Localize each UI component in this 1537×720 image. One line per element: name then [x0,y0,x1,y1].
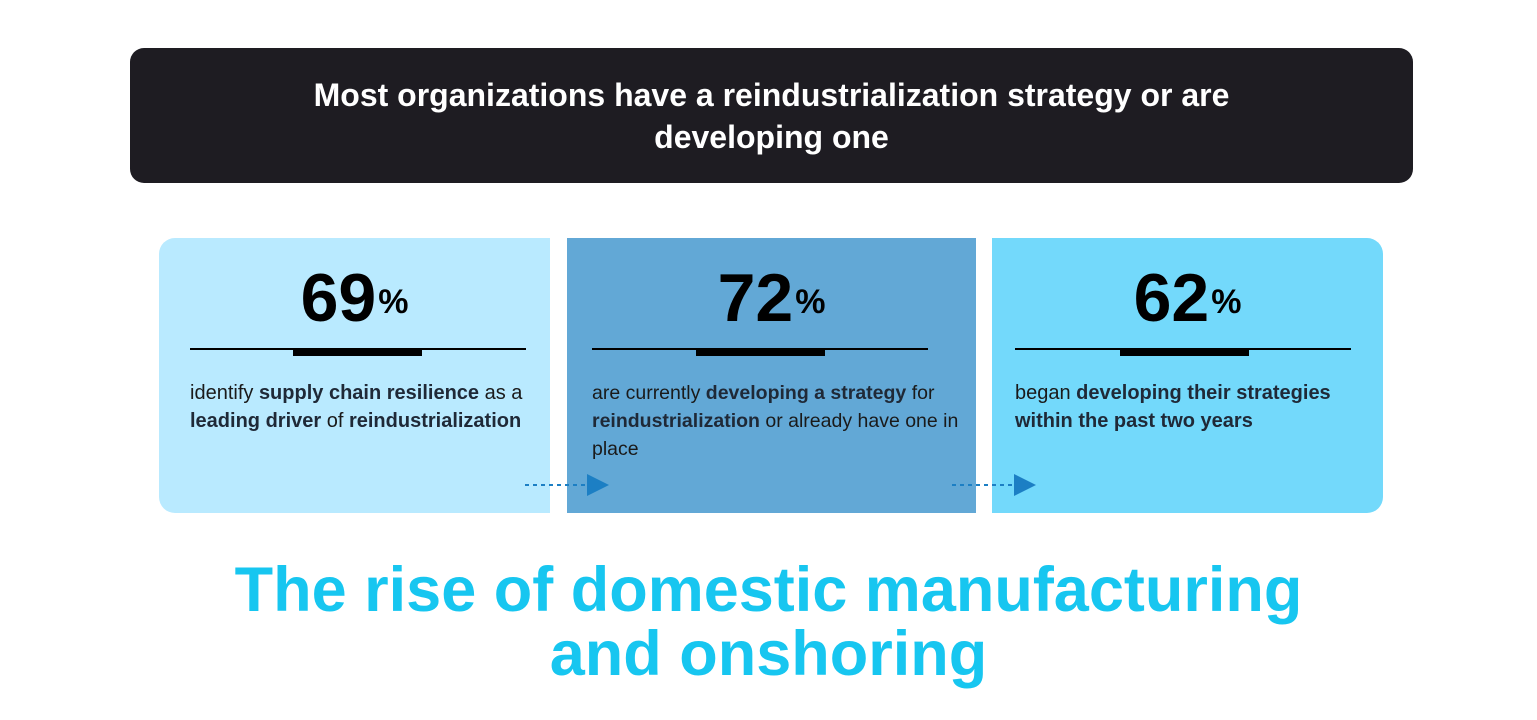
description-text: or already have one in place [592,410,959,460]
description-text: began [1015,382,1077,404]
stat-description: identify supply chain resilience as a le… [190,379,535,435]
stat-description: began developing their strategies within… [1015,379,1380,435]
divider-line [190,348,526,350]
stat-unit: % [795,283,826,321]
stat-description: are currently developing a strategy for … [592,379,962,463]
divider-accent [1120,349,1249,356]
description-highlight: reindustrialization [348,410,522,432]
description-highlight: developing their strategies within the p… [1015,382,1331,432]
description-highlight: supply chain resilience [258,382,480,404]
stat-unit: % [378,283,409,321]
stat-number: 69 [300,260,377,336]
divider-accent [696,349,825,356]
description-text: as a [479,382,523,404]
description-highlight: developing a strategy [705,382,907,404]
dotted-arrow-icon [525,474,609,496]
description-text: identify [190,382,259,404]
dotted-arrow-icon [952,474,1036,496]
divider-accent [293,349,422,356]
stat-unit: % [1211,283,1242,321]
headline-line-1: The rise of domestic manufacturing [234,555,1303,625]
stat-value: 69% [159,260,550,336]
page-headline: The rise of domestic manufacturing and o… [0,558,1537,686]
stat-card-developing-strategy: 72% are currently developing a strategy … [567,238,976,513]
stat-value: 72% [567,260,976,336]
stat-number: 62 [1133,260,1210,336]
description-text: for [906,382,935,404]
description-highlight: reindustrialization [592,410,760,432]
divider-line [592,348,928,350]
stat-value: 62% [992,260,1383,336]
banner-title: Most organizations have a reindustrializ… [313,76,1230,155]
description-highlight: leading driver [190,410,322,432]
description-text: are currently [592,382,706,404]
title-banner: Most organizations have a reindustrializ… [130,48,1413,183]
stat-number: 72 [717,260,794,336]
headline-line-2: and onshoring [549,619,988,689]
stat-card-recent-strategies: 62% began developing their strategies wi… [992,238,1383,513]
divider-line [1015,348,1351,350]
description-text: of [321,410,349,432]
stat-card-supply-chain: 69% identify supply chain resilience as … [159,238,550,513]
